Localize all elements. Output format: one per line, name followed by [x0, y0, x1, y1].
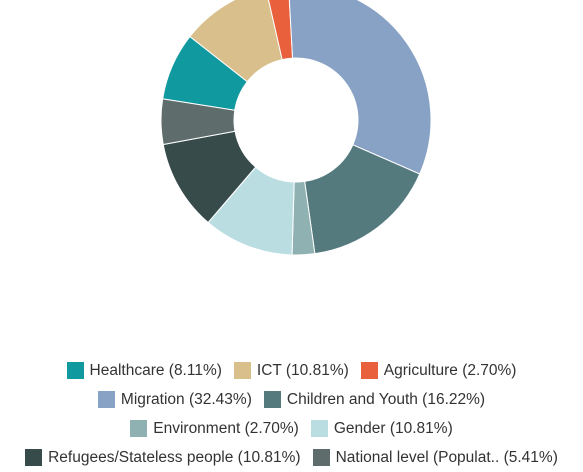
slice: [304, 144, 421, 255]
legend-swatch: [233, 362, 251, 379]
slice: [160, 98, 236, 146]
legend-item[interactable]: Children and Youth (16.22%): [263, 390, 486, 409]
slice: [288, 0, 432, 175]
legend-label: ICT (10.81%): [256, 361, 349, 379]
legend-item[interactable]: Gender (10.81%): [310, 419, 453, 438]
legend-item[interactable]: Migration (32.43%): [97, 390, 252, 409]
legend-row: Migration (32.43%) Children and Youth (16…: [0, 385, 583, 414]
chart: [160, 0, 432, 256]
legend-item[interactable]: Environment (2.70%): [130, 420, 299, 438]
legend-item[interactable]: Agriculture (2.70%): [360, 361, 517, 380]
legend-swatch: [97, 391, 115, 408]
legend-label: Gender (10.81%): [333, 419, 453, 437]
legend-swatch: [66, 362, 84, 379]
legend-item[interactable]: National level (Populat.. (5.41%): [312, 448, 558, 467]
legend-label: Migration (32.43%): [120, 390, 252, 408]
legend-row: Healthcare (8.11%) ICT (10.81%) Agricultur…: [0, 356, 583, 385]
legend-swatch: [130, 420, 148, 437]
legend-swatch: [263, 391, 281, 408]
legend-label: Agriculture (2.70%): [383, 361, 517, 379]
legend: Healthcare (8.11%) ICT (10.81%) Agricultur…: [0, 356, 583, 472]
legend-label: Refugees/Stateless people (10.81%): [48, 448, 301, 466]
legend-swatch: [312, 449, 330, 466]
legend-label: Children and Youth (16.22%): [286, 390, 486, 408]
legend-label: National level (Populat.. (5.41%): [335, 448, 558, 466]
legend-row: Environment (2.70%) Gender (10.81%): [0, 414, 583, 443]
legend-swatch: [310, 420, 328, 437]
legend-item[interactable]: Refugees/Stateless people (10.81%): [25, 448, 301, 467]
legend-label: Environment (2.70%): [153, 419, 299, 437]
legend-swatch: [360, 362, 378, 379]
legend-swatch: [25, 449, 43, 466]
legend-row: Refugees/Stateless people (10.81%) Nation…: [0, 443, 583, 472]
page: Healthcare (8.11%) ICT (10.81%) Agricultur…: [25, 0, 558, 466]
slice: [189, 0, 283, 83]
legend-label: Healthcare (8.11%): [89, 361, 222, 379]
legend-item[interactable]: ICT (10.81%): [233, 361, 349, 380]
legend-item[interactable]: Healthcare (8.11%): [66, 361, 222, 380]
